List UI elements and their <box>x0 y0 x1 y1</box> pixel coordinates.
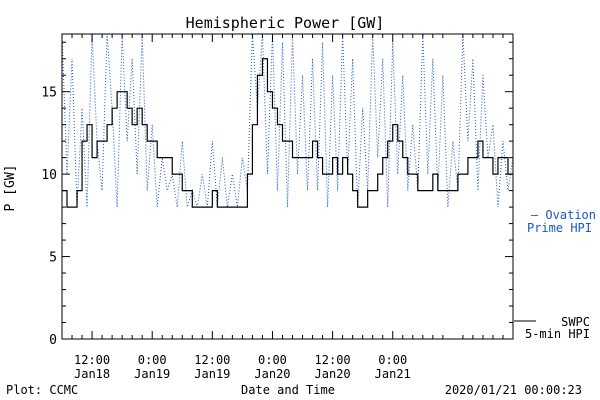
legend-ovation-line2: Prime HPI <box>527 221 592 235</box>
x-tick-date: Jan19 <box>134 367 170 381</box>
y-tick-label: 0 <box>49 333 57 348</box>
plot-frame <box>61 33 514 340</box>
timestamp: 2020/01/21 00:00:23 <box>445 383 582 397</box>
chart-title: Hemispheric Power [GW] <box>186 14 385 32</box>
axis-layer: 05101512:00Jan180:00Jan1912:00Jan190:00J… <box>41 34 513 381</box>
legend-ovation-line1: — Ovation <box>531 208 596 222</box>
series-layer <box>61 33 514 208</box>
plot-credit: Plot: CCMC <box>6 383 78 397</box>
legend-swpc: SWPC 5-min HPI <box>514 315 590 341</box>
x-axis-label: Date and Time <box>241 383 335 397</box>
x-tick-date: Jan21 <box>375 367 411 381</box>
series-ovation-prime-line <box>61 33 514 208</box>
x-tick-date: Jan18 <box>74 367 110 381</box>
x-tick-date: Jan19 <box>194 367 230 381</box>
x-tick-time: 12:00 <box>315 353 351 367</box>
x-tick-time: 0:00 <box>138 353 167 367</box>
legend-swpc-line2: 5-min HPI <box>525 327 590 341</box>
legend-ovation-prime: — Ovation Prime HPI <box>527 208 596 235</box>
series-swpc-hpi-line <box>62 58 513 208</box>
x-tick-time: 0:00 <box>258 353 287 367</box>
x-tick-date: Jan20 <box>254 367 290 381</box>
y-axis-label: P [GW] <box>3 165 18 212</box>
x-tick-date: Jan20 <box>315 367 351 381</box>
legend-swpc-line1: SWPC <box>561 315 590 329</box>
x-tick-time: 12:00 <box>194 353 230 367</box>
y-tick-label: 15 <box>41 86 57 101</box>
y-tick-label: 10 <box>41 168 57 183</box>
x-tick-time: 0:00 <box>378 353 407 367</box>
x-tick-time: 12:00 <box>74 353 110 367</box>
y-tick-label: 5 <box>49 251 57 266</box>
